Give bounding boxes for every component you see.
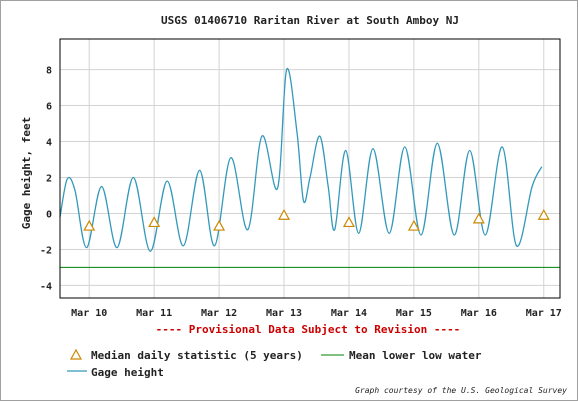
median-marker bbox=[278, 209, 291, 220]
median-marker bbox=[83, 219, 96, 231]
median-marker bbox=[213, 219, 226, 231]
x-tick-label: Mar 14 bbox=[331, 308, 367, 319]
x-tick-labels: Mar 10 Mar 11 Mar 12 Mar 13 Mar 14 Mar 15 Mar … bbox=[71, 308, 562, 319]
provisional-notice: ---- Provisional Data Subject to Revisio… bbox=[156, 323, 461, 336]
median-marker bbox=[407, 219, 420, 231]
y-tick-label: 0 bbox=[46, 209, 52, 220]
y-tick-label: 6 bbox=[46, 102, 52, 113]
y-tick-label: 2 bbox=[46, 173, 52, 184]
x-tick-label: Mar 15 bbox=[396, 308, 432, 319]
median-legend-marker bbox=[69, 348, 83, 360]
median-layer bbox=[83, 209, 550, 231]
median-legend-label: Median daily statistic (5 years) bbox=[91, 349, 303, 362]
gage-legend-label: Gage height bbox=[91, 366, 164, 379]
legend: Median daily statistic (5 years) Mean lo… bbox=[67, 348, 482, 379]
x-tick-label: Mar 16 bbox=[461, 308, 497, 319]
x-tick-label: Mar 17 bbox=[526, 308, 562, 319]
median-marker bbox=[342, 216, 355, 228]
median-marker bbox=[472, 212, 485, 224]
mllw-legend-label: Mean lower low water bbox=[349, 349, 482, 362]
x-tick-label: Mar 12 bbox=[201, 308, 237, 319]
y-tick-label: 4 bbox=[46, 138, 52, 149]
y-axis-label: Gage height, feet bbox=[20, 117, 33, 230]
y-tick-label: -4 bbox=[40, 281, 52, 292]
credit-line: Graph courtesy of the U.S. Geological Su… bbox=[355, 386, 567, 395]
gage-layer bbox=[59, 67, 543, 252]
plot-border bbox=[59, 38, 561, 299]
median-marker bbox=[148, 216, 161, 228]
gage-height-line bbox=[59, 67, 543, 252]
y-tick-label: 8 bbox=[46, 66, 52, 77]
y-tick-label: -2 bbox=[40, 245, 52, 256]
chart-title: USGS 01406710 Raritan River at South Amb… bbox=[161, 14, 459, 27]
x-tick-label: Mar 10 bbox=[71, 308, 107, 319]
y-tick-labels: 8 6 4 2 0 -2 -4 bbox=[40, 66, 52, 293]
x-tick-label: Mar 13 bbox=[266, 308, 302, 319]
grid-lines bbox=[60, 39, 560, 298]
x-tick-label: Mar 11 bbox=[136, 308, 172, 319]
median-marker bbox=[537, 209, 550, 220]
